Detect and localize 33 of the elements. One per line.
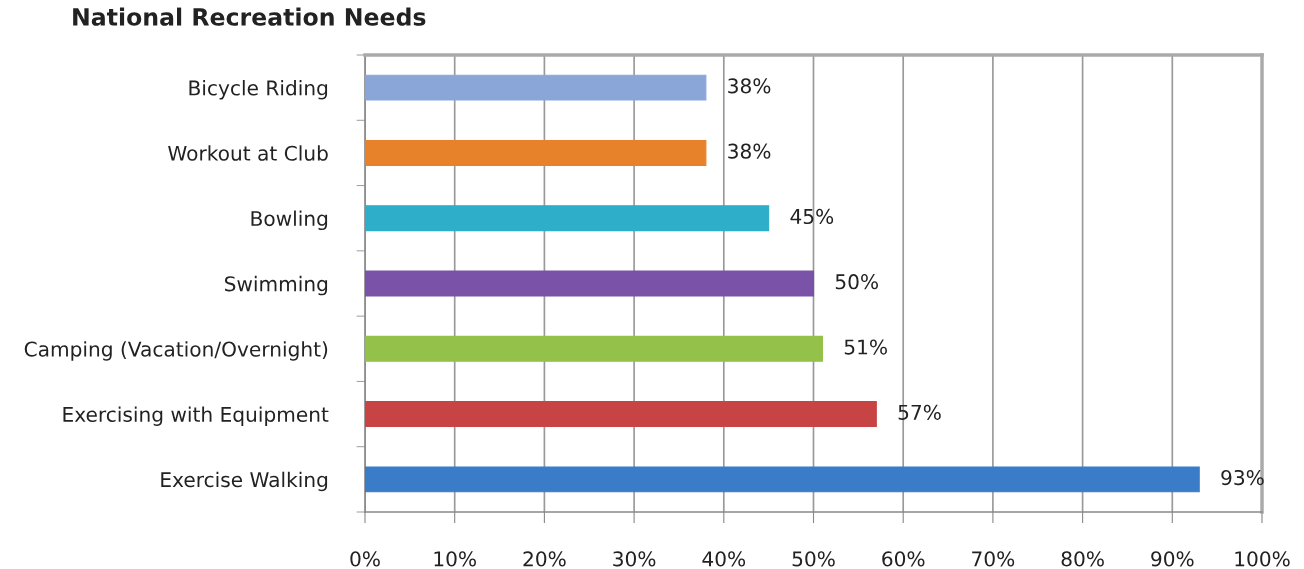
x-tick-label: 70% bbox=[972, 551, 1015, 567]
data-label: 38% bbox=[728, 78, 771, 94]
y-tick-label: Exercise Walking bbox=[161, 471, 328, 492]
data-label: 50% bbox=[835, 274, 878, 290]
x-tick-label: 30% bbox=[613, 551, 656, 567]
x-tick-label: 40% bbox=[702, 551, 746, 567]
data-label: 38% bbox=[728, 143, 771, 159]
bar bbox=[365, 74, 707, 101]
x-tick-label: 50% bbox=[792, 551, 835, 567]
x-tick-label: 10% bbox=[434, 551, 476, 567]
x-tick-label: 0% bbox=[350, 551, 380, 567]
x-tick-label: 60% bbox=[882, 551, 925, 567]
y-tick-label: Camping (Vacation/Overnight) bbox=[24, 341, 328, 361]
bar bbox=[365, 139, 707, 166]
data-label: 57% bbox=[898, 404, 941, 420]
y-tick-label: Bowling bbox=[251, 210, 328, 231]
bar bbox=[365, 270, 815, 297]
bar bbox=[365, 335, 824, 362]
x-tick-label: 80% bbox=[1061, 551, 1104, 567]
y-tick-label: Workout at Club bbox=[168, 145, 328, 161]
x-tick-label: 20% bbox=[523, 551, 566, 567]
bar bbox=[365, 205, 770, 232]
data-label: 93% bbox=[1221, 469, 1264, 486]
bar bbox=[365, 401, 877, 428]
y-tick-label: Bicycle Riding bbox=[189, 79, 328, 100]
bar bbox=[365, 466, 1200, 493]
x-tick-label: 90% bbox=[1151, 551, 1194, 567]
x-tick-label: 100% bbox=[1235, 551, 1290, 567]
chart-title: National Recreation Needs bbox=[73, 7, 426, 26]
y-tick-label: Swimming bbox=[224, 275, 328, 296]
data-label: 45% bbox=[790, 208, 834, 225]
data-label: 51% bbox=[844, 339, 887, 355]
y-tick-label: Exercising with Equipment bbox=[63, 406, 329, 426]
